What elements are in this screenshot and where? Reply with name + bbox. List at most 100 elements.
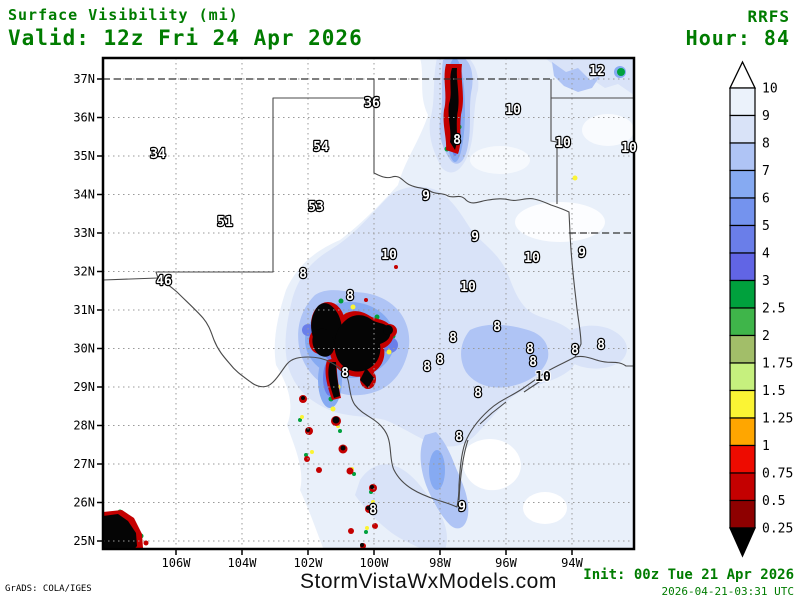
colorbar-tick-label: 1.25 [762, 412, 793, 427]
colorbar-tick-label: 10 [762, 82, 778, 97]
lon-label: 96W [495, 556, 517, 570]
grid-value-label: 10 [460, 280, 476, 295]
lat-label: 31N [73, 303, 95, 317]
lon-label: 98W [429, 556, 451, 570]
init-time: Init: 00z Tue 21 Apr 2026 [583, 567, 794, 583]
colorbar-tick-label: 2.5 [762, 302, 785, 317]
colorbar-segment [729, 389, 756, 419]
grid-value-label: 9 [578, 246, 586, 261]
lat-label: 34N [73, 188, 95, 202]
visibility-field [103, 58, 634, 549]
lat-label: 28N [73, 419, 95, 433]
colorbar-segment [729, 169, 756, 199]
fog-black-cores [103, 68, 459, 549]
grid-value-label: 8 [449, 331, 457, 346]
colorbar-tick-label: 3 [762, 274, 770, 289]
lat-label: 35N [73, 149, 95, 163]
nm-mexico-border [103, 277, 159, 281]
grid-value-label: 8 [341, 366, 349, 381]
lon-label: 104W [228, 556, 258, 570]
colorbar-segment [729, 417, 756, 447]
product-title: Surface Visibility (mi) [8, 6, 239, 24]
state-borders [103, 78, 634, 508]
lat-label: 32N [73, 265, 95, 279]
grid-value-label: 8 [299, 267, 307, 282]
colorbar-segment [729, 444, 756, 474]
grid-value-label: 10 [535, 370, 551, 385]
grads-credit: GrADS: COLA/IGES [5, 584, 92, 594]
grid-value-label: 8 [474, 386, 482, 401]
colorbar-segment [729, 334, 756, 364]
grid-value-label: 8 [453, 133, 461, 148]
grid-value-label: 9 [471, 230, 479, 245]
texas-border [155, 97, 582, 508]
lat-label: 37N [73, 72, 95, 86]
colorbar-segment [729, 279, 756, 309]
valid-time: Valid: 12z Fri 24 Apr 2026 [8, 26, 363, 50]
map-frame [101, 56, 636, 551]
site-watermark: StormVistaWxModels.com [300, 570, 557, 593]
lon-label: 100W [360, 556, 390, 570]
grid-value-label: 10 [555, 136, 571, 151]
colorbar-segment [729, 87, 756, 117]
lat-label: 30N [73, 342, 95, 356]
grid-value-label: 34 [150, 147, 166, 162]
colorbar-segment [729, 224, 756, 254]
colorbar-segment [729, 197, 756, 227]
grid-value-label: 9 [458, 500, 466, 515]
grid-value-label: 8 [436, 353, 444, 368]
grid-value-label: 8 [369, 503, 377, 518]
grid-value-label: 10 [505, 103, 521, 118]
map-labels: 37N 36N 35N 34N 33N 32N 31N 30N 29N 28N 27N 26N 25N 1… [73, 63, 638, 570]
colorbar-tick-label: 4 [762, 247, 770, 262]
colorbar-segment [729, 307, 756, 337]
colorbar-tick-label: 1 [762, 439, 770, 454]
colorbar-segment [729, 252, 756, 282]
colorbar-tick-label: 2 [762, 329, 770, 344]
grid-value-label: 8 [346, 289, 354, 304]
oklahoma-border [373, 79, 634, 204]
colorbar-tick-label: 9 [762, 109, 770, 124]
grid-value-label: 10 [381, 248, 397, 263]
colorbar-tick-label: 5 [762, 219, 770, 234]
colorbar-segment [729, 142, 756, 172]
grid-value-label: 10 [621, 141, 637, 156]
colorbar-tick-label: 0.5 [762, 494, 785, 509]
colorbar-tick-label: 0.75 [762, 467, 793, 482]
grid-value-label: 36 [364, 96, 380, 111]
grid-value-label: 53 [308, 200, 324, 215]
colorbar-tick-label: 1.75 [762, 357, 793, 372]
colorbar-segment [729, 362, 756, 392]
colorbar-segment [729, 472, 756, 502]
generation-timestamp: 2026-04-21-03:31 UTC [661, 585, 794, 598]
graticule [103, 58, 634, 549]
grid-value-label: 8 [529, 355, 537, 370]
louisiana-coast [574, 355, 634, 367]
lon-label: 106W [162, 556, 192, 570]
colorbar-tick-label: 7 [762, 164, 770, 179]
grid-value-label: 10 [524, 251, 540, 266]
colorbar-segment [729, 114, 756, 144]
lon-label: 94W [561, 556, 583, 570]
lat-label: 33N [73, 226, 95, 240]
colorbar: 10 9 8 7 6 5 4 3 2.5 2 1.75 1.5 1.25 1 0.75 0.5 0.25 [728, 60, 793, 558]
colorbar-tick-label: 6 [762, 192, 770, 207]
colorbar-above-arrow [728, 60, 757, 89]
colorbar-tick-label: 1.5 [762, 384, 785, 399]
forecast-hour: Hour: 84 [685, 26, 790, 50]
lat-label: 27N [73, 457, 95, 471]
grid-value-label: 51 [217, 215, 233, 230]
lat-label: 29N [73, 380, 95, 394]
colorbar-tick-label: 8 [762, 137, 770, 152]
grid-value-label: 46 [156, 274, 172, 289]
grid-value-label: 8 [597, 338, 605, 353]
lat-label: 36N [73, 111, 95, 125]
vis-above-10-patches [462, 114, 634, 524]
model-name: RRFS [747, 7, 790, 26]
grid-value-label: 12 [589, 64, 605, 79]
grid-value-label: 8 [526, 342, 534, 357]
grid-value-label: 54 [313, 140, 329, 155]
colorbar-segment [729, 499, 756, 529]
